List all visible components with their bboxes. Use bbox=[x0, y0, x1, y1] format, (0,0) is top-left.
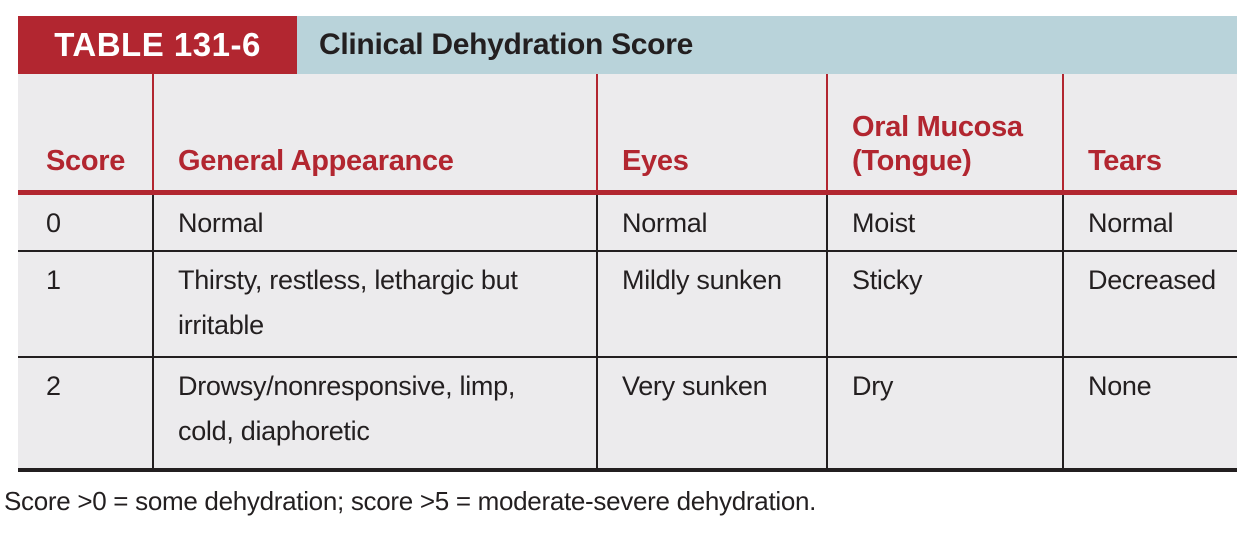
cell-oral-mucosa: Dry bbox=[826, 358, 1062, 468]
cell-eyes: Normal bbox=[596, 195, 826, 250]
table-title: Clinical Dehydration Score bbox=[297, 16, 1237, 74]
cell-tears: Decreased bbox=[1062, 252, 1237, 356]
cell-score: 2 bbox=[46, 371, 61, 401]
cell-tears: Normal bbox=[1062, 195, 1237, 250]
cell-general-appearance: Drowsy/nonresponsive, limp, cold, diapho… bbox=[152, 358, 596, 468]
column-header-score: Score bbox=[46, 145, 126, 177]
cell-general-appearance: Thirsty, restless, lethargic but irritab… bbox=[152, 252, 596, 356]
table-number-label: TABLE 131-6 bbox=[18, 16, 297, 74]
cell-oral-mucosa: Moist bbox=[826, 195, 1062, 250]
table-body: 0 Normal Normal Moist Normal 1 Thirsty, … bbox=[18, 195, 1237, 472]
table-header-row: Score General Appearance Eyes Oral Mucos… bbox=[18, 74, 1237, 190]
column-header-eyes: Eyes bbox=[596, 74, 826, 190]
cell-tears: None bbox=[1062, 358, 1237, 468]
table-title-row: TABLE 131-6 Clinical Dehydration Score bbox=[18, 16, 1237, 74]
column-header-tears: Tears bbox=[1062, 74, 1237, 190]
cell-oral-mucosa: Sticky bbox=[826, 252, 1062, 356]
table-row: 1 Thirsty, restless, lethargic but irrit… bbox=[18, 250, 1237, 356]
clinical-dehydration-score-table: TABLE 131-6 Clinical Dehydration Score S… bbox=[18, 16, 1237, 472]
table-row: 2 Drowsy/nonresponsive, limp, cold, diap… bbox=[18, 356, 1237, 468]
table-row: 0 Normal Normal Moist Normal bbox=[18, 195, 1237, 250]
cell-score: 1 bbox=[46, 265, 61, 295]
cell-eyes: Mildly sunken bbox=[596, 252, 826, 356]
header-rule bbox=[18, 190, 1237, 195]
table-footnote: Score >0 = some dehydration; score >5 = … bbox=[4, 486, 817, 516]
column-header-oral-mucosa: Oral Mucosa (Tongue) bbox=[826, 74, 1062, 190]
cell-eyes: Very sunken bbox=[596, 358, 826, 468]
cell-score: 0 bbox=[46, 208, 61, 238]
cell-general-appearance: Normal bbox=[152, 195, 596, 250]
column-header-general-appearance: General Appearance bbox=[152, 74, 596, 190]
